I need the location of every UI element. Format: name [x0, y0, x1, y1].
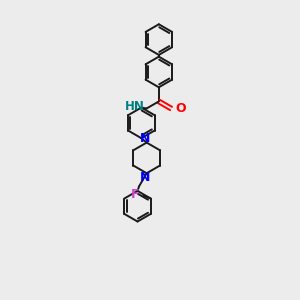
Text: N: N — [140, 170, 151, 184]
Text: N: N — [140, 132, 151, 145]
Text: HN: HN — [125, 100, 145, 113]
Text: F: F — [130, 188, 139, 201]
Text: O: O — [175, 102, 185, 115]
